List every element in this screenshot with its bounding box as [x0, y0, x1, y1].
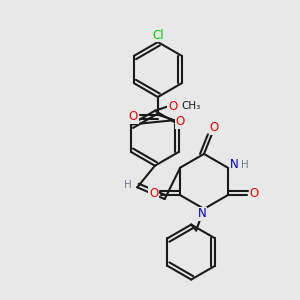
Text: O: O	[149, 187, 158, 200]
Text: O: O	[209, 121, 218, 134]
Text: O: O	[176, 115, 185, 128]
Text: N: N	[198, 207, 206, 220]
Text: H: H	[241, 160, 248, 170]
Text: N: N	[230, 158, 239, 171]
Text: O: O	[250, 187, 259, 200]
Text: Cl: Cl	[152, 29, 164, 42]
Text: H: H	[124, 180, 131, 190]
Text: O: O	[168, 100, 177, 113]
Text: CH₃: CH₃	[182, 101, 201, 111]
Text: O: O	[129, 110, 138, 123]
